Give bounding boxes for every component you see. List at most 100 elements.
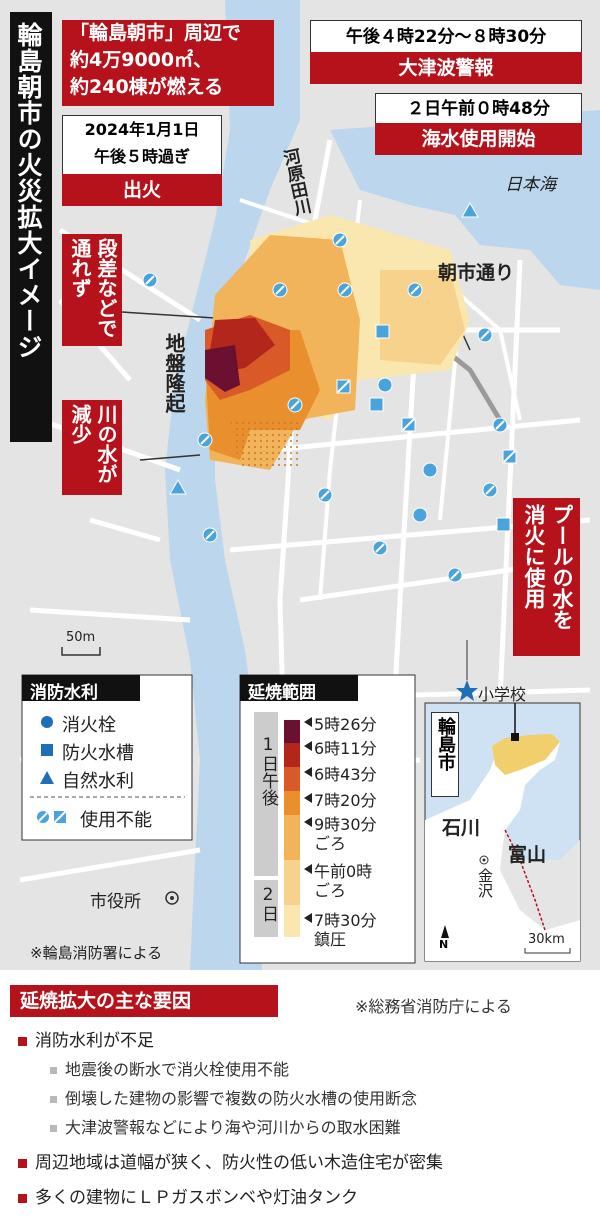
map-source: ※輪島消防署による bbox=[30, 944, 163, 962]
leader-line bbox=[139, 454, 201, 461]
blocked-callout: 段差などで通れず bbox=[62, 234, 122, 346]
sub-bullet bbox=[50, 1096, 57, 1103]
fire-legend-label: ごろ bbox=[314, 834, 347, 853]
natural-water bbox=[169, 478, 187, 495]
map bbox=[0, 0, 600, 970]
water-legend-title-bg bbox=[22, 675, 140, 701]
fire-legend-swatch bbox=[284, 905, 300, 937]
factor-sub-text: 地震後の断水で消火栓使用不能 bbox=[65, 1060, 290, 1079]
fire-legend-items bbox=[284, 717, 312, 937]
water-legend-title: 消防水利 bbox=[30, 683, 98, 703]
factor-text: 消防水利が不足 bbox=[35, 1031, 154, 1051]
title-bar bbox=[10, 12, 52, 442]
city-hall-label: 市役所 bbox=[90, 892, 141, 912]
hydrant bbox=[412, 507, 428, 523]
school-icon bbox=[456, 680, 478, 701]
callout-line: 約240棟が燃える bbox=[70, 76, 224, 98]
scale-label: 50m bbox=[66, 630, 96, 645]
inset-north: N bbox=[439, 938, 449, 951]
fire-legend-pointer bbox=[304, 817, 312, 827]
fire-legend-label: 鎮圧 bbox=[314, 930, 347, 949]
fire-legend-swatch bbox=[284, 860, 300, 905]
callout-line: 約4万9000㎡、 bbox=[70, 49, 213, 71]
fire-legend-label: 7時30分 bbox=[314, 911, 377, 930]
burned-callout: 「輪島朝市」周辺で 約4万9000㎡、 約240棟が燃える bbox=[62, 20, 274, 106]
factor-sub: 大津波警報などにより海や河川からの取水困難 bbox=[50, 1114, 401, 1138]
school-label: 小学校 bbox=[478, 685, 527, 704]
leader-line bbox=[121, 311, 216, 319]
factor-item: 周辺地域は道幅が狭く、防火性の低い木造住宅が密集 bbox=[18, 1148, 443, 1173]
factor-item: 多くの建物にＬＰガスボンベや灯油タンク bbox=[18, 1183, 358, 1208]
hydrant bbox=[377, 377, 393, 393]
fire-legend-group: 2日 bbox=[258, 885, 278, 922]
factor-item: 消防水利が不足 bbox=[18, 1026, 154, 1051]
fire-legend-pointer bbox=[304, 864, 312, 874]
sea bbox=[330, 110, 600, 290]
fire-legend-swatch bbox=[284, 767, 300, 791]
water-legend-item: 防火水槽 bbox=[62, 743, 134, 764]
sea-label: 日本海 bbox=[505, 175, 556, 195]
street-label: 朝市通り bbox=[438, 262, 515, 284]
fire-legend-pointer bbox=[304, 793, 312, 803]
water-legend-item: 使用不能 bbox=[80, 810, 152, 831]
cistern bbox=[369, 397, 384, 412]
tsunami-time: 午後４時22分～８時30分 bbox=[310, 20, 582, 54]
factors-title: 延焼拡大の主な要因 bbox=[10, 985, 278, 1017]
scale-bar bbox=[61, 647, 101, 656]
fire-zones bbox=[205, 215, 470, 470]
factors-source: ※総務省消防庁による bbox=[355, 997, 512, 1016]
legend-natural-icon bbox=[40, 771, 54, 784]
city-hall-icon bbox=[165, 891, 179, 905]
factor-sub: 倒壊した建物の影響で複数の防火水槽の使用断念 bbox=[50, 1085, 417, 1109]
group-column bbox=[254, 880, 278, 937]
river bbox=[165, 0, 300, 970]
fire-legend-label: 5時26分 bbox=[314, 715, 377, 734]
outbreak-date: 2024年1月1日 bbox=[84, 120, 200, 139]
fire-legend-label: ごろ bbox=[314, 881, 347, 900]
legend-cistern-icon bbox=[41, 744, 53, 756]
outbreak-time-box: 2024年1月1日 午後５時過ぎ bbox=[62, 115, 222, 175]
group-column bbox=[254, 712, 278, 876]
inset-pref: 石川 bbox=[442, 817, 481, 839]
inset-city: 輪島市 bbox=[431, 712, 459, 797]
fire-legend-pointer bbox=[304, 717, 312, 727]
fire-legend-pointer bbox=[304, 767, 312, 777]
uplift-label: 地盤隆起 bbox=[162, 333, 186, 413]
river-callout: 川の水が減少 bbox=[62, 400, 122, 495]
seawater-label: 海水使用開始 bbox=[375, 123, 582, 155]
fire-legend-label: 6時43分 bbox=[314, 765, 377, 784]
seawater-time: ２日午前０時48分 bbox=[375, 93, 582, 125]
pool-callout: プールの水を消火に使用 bbox=[513, 498, 580, 656]
fire-legend-swatch bbox=[284, 720, 300, 743]
outbreak-label: 出火 bbox=[62, 174, 222, 206]
bullet bbox=[18, 1193, 27, 1203]
cistern bbox=[375, 324, 390, 339]
title: 輪島朝市の火災拡大イメージ bbox=[14, 22, 43, 360]
factor-sub-text: 倒壊した建物の影響で複数の防火水槽の使用断念 bbox=[65, 1089, 418, 1108]
hydrant bbox=[422, 462, 438, 478]
fire-legend-label: 9時30分 bbox=[314, 815, 377, 834]
fire-zone bbox=[205, 345, 240, 392]
fire-legend-swatch bbox=[284, 743, 300, 767]
callout-line: 「輪島朝市」周辺で bbox=[70, 22, 242, 44]
bullet bbox=[18, 1036, 27, 1046]
fire-legend-group: 1日午後 bbox=[258, 735, 278, 806]
sub-bullet bbox=[50, 1125, 57, 1132]
factor-sub: 地震後の断水で消火栓使用不能 bbox=[50, 1056, 289, 1080]
fire-legend-title: 延焼範囲 bbox=[248, 683, 316, 703]
natural-water bbox=[461, 201, 479, 218]
factor-text: 多くの建物にＬＰガスボンベや灯油タンク bbox=[35, 1188, 358, 1208]
fire-legend-pointer bbox=[304, 741, 312, 751]
factor-sub-text: 大津波警報などにより海や河川からの取水困難 bbox=[65, 1118, 401, 1137]
bullet bbox=[18, 1158, 27, 1168]
water-legend-box bbox=[21, 674, 193, 841]
inset-scale: 30km bbox=[528, 932, 565, 947]
fire-legend-label: 6時11分 bbox=[314, 739, 377, 758]
fire-legend-swatch bbox=[284, 815, 300, 860]
tsunami-label: 大津波警報 bbox=[310, 52, 582, 84]
fire-legend-label: 7時20分 bbox=[314, 791, 377, 810]
city-hall-icon bbox=[170, 896, 174, 900]
water-legend-item: 自然水利 bbox=[62, 771, 134, 792]
fire-legend-title-bg bbox=[240, 675, 358, 701]
